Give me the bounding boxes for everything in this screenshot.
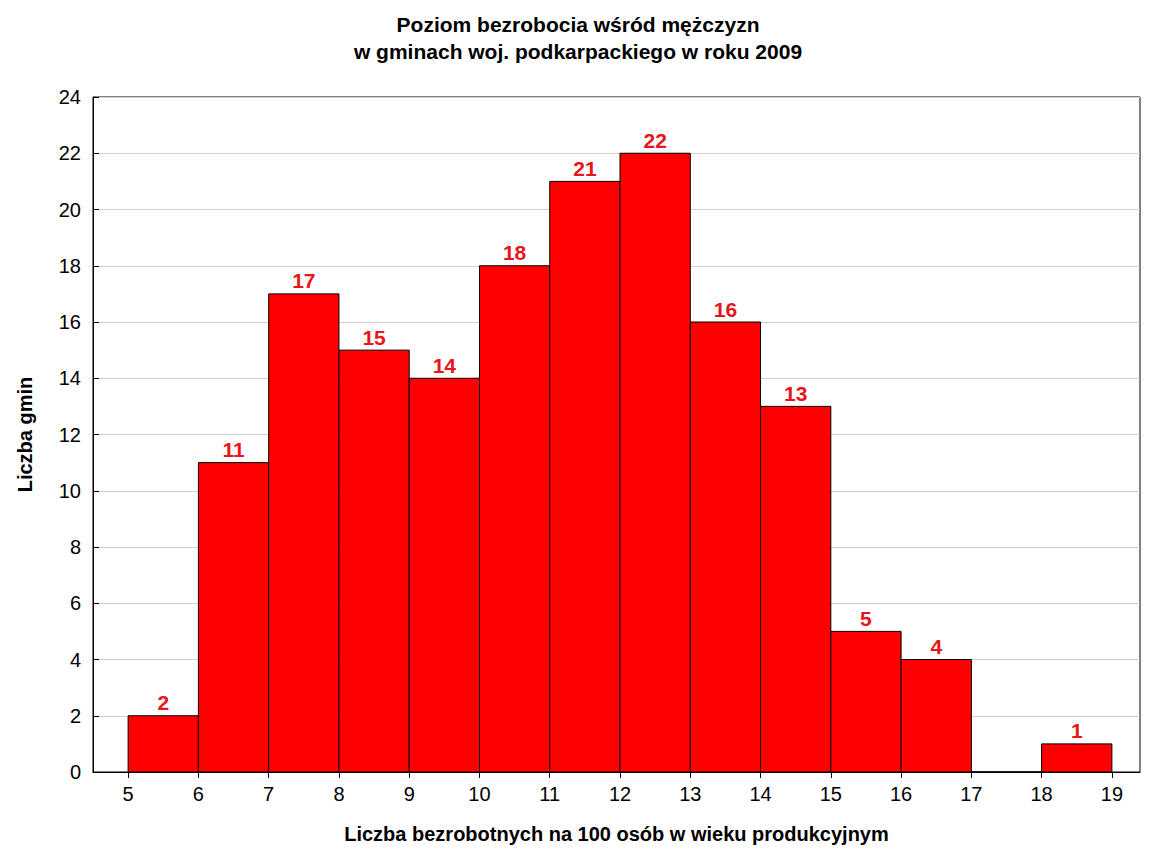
svg-text:1: 1 [1071,719,1083,742]
svg-text:22: 22 [59,142,81,164]
svg-text:22: 22 [643,129,666,152]
svg-text:11: 11 [222,438,245,461]
svg-text:15: 15 [362,326,386,349]
svg-text:5: 5 [123,783,134,805]
svg-text:17: 17 [960,783,982,805]
svg-text:16: 16 [890,783,912,805]
svg-text:16: 16 [714,298,737,321]
svg-text:Poziom bezrobocia wśród mężczy: Poziom bezrobocia wśród mężczyzn [397,13,760,36]
svg-text:8: 8 [70,536,81,558]
svg-text:15: 15 [820,783,842,805]
svg-text:5: 5 [860,607,872,630]
svg-text:6: 6 [193,783,204,805]
svg-text:Liczba gmin: Liczba gmin [14,377,36,493]
svg-text:12: 12 [609,783,631,805]
svg-text:14: 14 [433,354,457,377]
svg-text:17: 17 [292,269,315,292]
svg-text:13: 13 [679,783,701,805]
svg-text:14: 14 [59,367,81,389]
svg-text:4: 4 [930,635,942,658]
svg-text:21: 21 [573,157,597,180]
svg-text:11: 11 [539,783,560,805]
svg-text:24: 24 [59,86,81,108]
svg-text:4: 4 [70,649,81,671]
svg-text:6: 6 [70,592,81,614]
svg-text:Liczba bezrobotnych na 100 osó: Liczba bezrobotnych na 100 osób w wieku … [344,823,889,845]
svg-text:20: 20 [59,199,81,221]
svg-text:10: 10 [468,783,490,805]
svg-text:9: 9 [404,783,415,805]
svg-text:19: 19 [1101,783,1123,805]
svg-text:14: 14 [749,783,771,805]
svg-text:16: 16 [59,311,81,333]
svg-text:w gminach woj. podkarpackiego: w gminach woj. podkarpackiego w roku 200… [353,40,802,63]
svg-text:10: 10 [59,480,81,502]
svg-text:0: 0 [70,761,81,783]
svg-text:18: 18 [1030,783,1052,805]
svg-text:8: 8 [333,783,344,805]
svg-text:18: 18 [503,241,527,264]
svg-text:18: 18 [59,255,81,277]
svg-text:2: 2 [157,691,169,714]
svg-text:2: 2 [70,705,81,727]
svg-text:13: 13 [784,382,807,405]
svg-text:12: 12 [59,424,81,446]
svg-text:7: 7 [263,783,274,805]
